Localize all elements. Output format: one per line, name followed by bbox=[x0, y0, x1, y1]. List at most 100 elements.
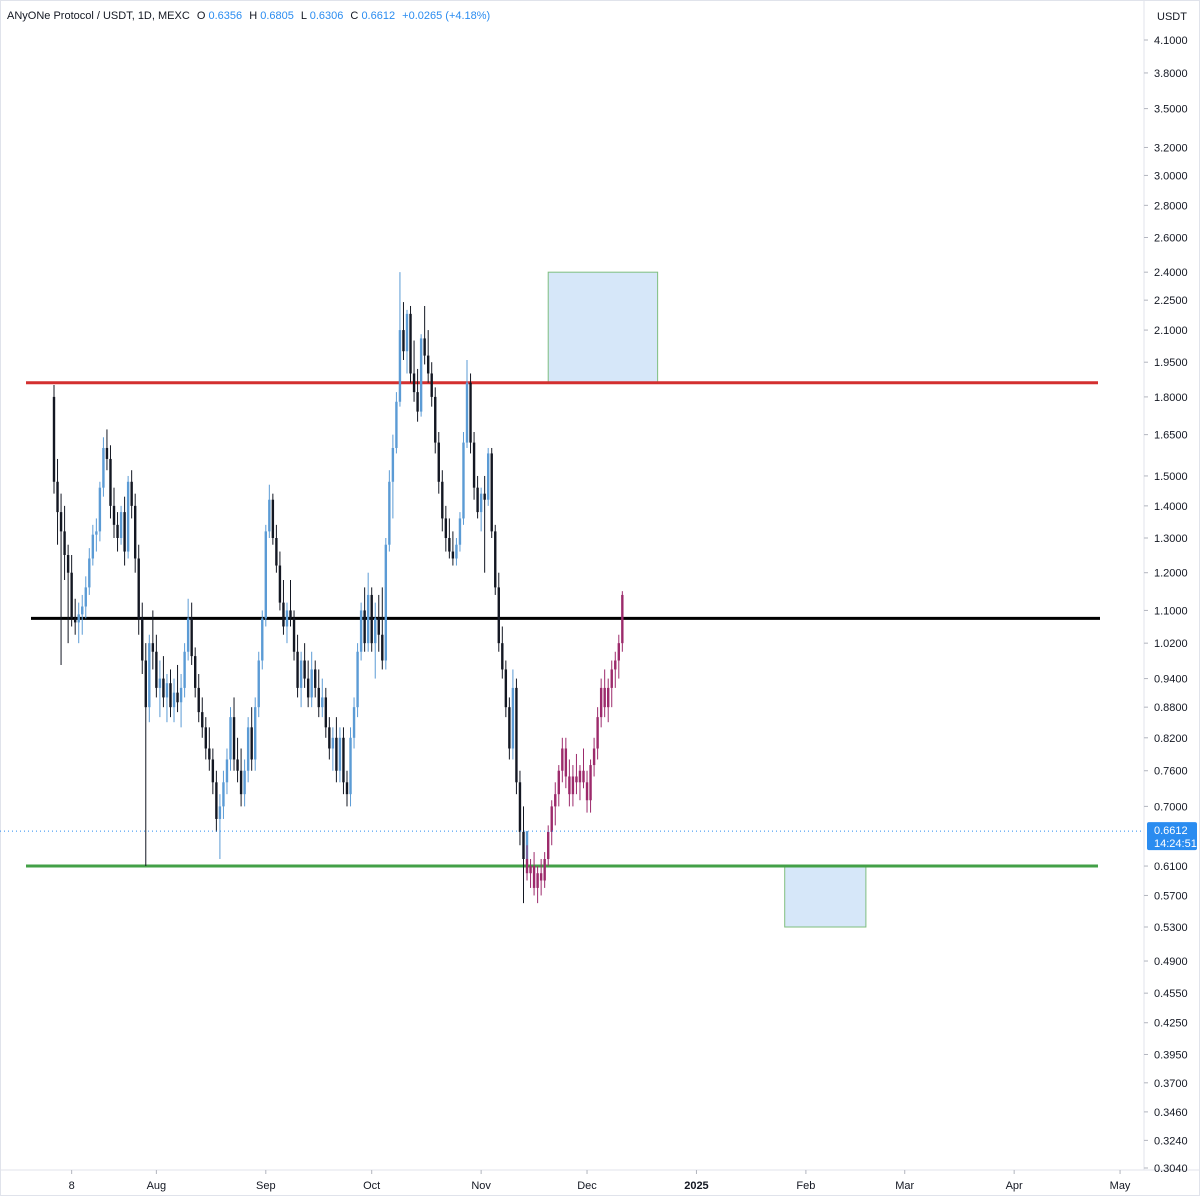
candle bbox=[458, 512, 462, 552]
candle-body bbox=[292, 618, 296, 652]
candle-body bbox=[462, 442, 465, 519]
candle bbox=[275, 524, 278, 573]
price-tick-label: 0.4550 bbox=[1154, 988, 1188, 1000]
candle bbox=[419, 334, 423, 417]
candle-body bbox=[81, 606, 84, 615]
projection-candle bbox=[575, 753, 578, 795]
candle-body bbox=[236, 759, 239, 771]
candle bbox=[416, 368, 419, 422]
candle bbox=[296, 634, 299, 698]
candle bbox=[278, 551, 282, 611]
candle-body bbox=[275, 537, 278, 566]
candle-body bbox=[162, 678, 165, 698]
candle bbox=[246, 717, 250, 783]
bottom-zone[interactable] bbox=[784, 865, 867, 928]
candle-body bbox=[356, 651, 359, 708]
candle-body bbox=[568, 776, 571, 795]
candle-body bbox=[328, 727, 331, 749]
candle-body bbox=[398, 330, 402, 402]
time-tick-label: Dec bbox=[577, 1180, 597, 1192]
candle-body bbox=[289, 610, 292, 619]
projection-candle bbox=[539, 859, 543, 896]
price-tick-label: 1.6500 bbox=[1154, 430, 1188, 442]
candle bbox=[215, 770, 218, 832]
candle bbox=[384, 537, 388, 670]
candle-body bbox=[56, 481, 59, 513]
candle-body bbox=[607, 687, 610, 708]
candle-body bbox=[66, 555, 70, 573]
candle-body bbox=[578, 770, 582, 783]
price-axis[interactable]: USDT 4.1000 3.8000 3.5000 3.2000 3.0000 2.800… bbox=[1144, 11, 1188, 1175]
candle-body bbox=[70, 572, 73, 619]
close-value: 0.6612 bbox=[361, 10, 395, 22]
candle bbox=[112, 487, 116, 538]
candle-body bbox=[529, 866, 532, 874]
candle bbox=[299, 651, 303, 708]
candle bbox=[119, 505, 123, 545]
price-tick-label: 2.1000 bbox=[1154, 325, 1188, 337]
candle-body bbox=[455, 544, 458, 559]
projection-candle bbox=[543, 852, 546, 888]
candle bbox=[264, 524, 267, 627]
time-axis[interactable]: 8 Aug Sep Oct Nov Dec 2025 Feb Mar Apr May bbox=[69, 1170, 1131, 1192]
candle-body bbox=[126, 481, 130, 552]
candle bbox=[236, 737, 239, 783]
top-zone[interactable] bbox=[547, 271, 659, 384]
zones-layer bbox=[547, 271, 867, 928]
time-tick-label: May bbox=[1110, 1180, 1131, 1192]
candle-body bbox=[539, 873, 543, 881]
price-tick-label: 0.3950 bbox=[1154, 1049, 1188, 1061]
candle-body bbox=[296, 651, 299, 688]
candle bbox=[162, 656, 165, 708]
candle-body bbox=[229, 717, 232, 760]
candle-body bbox=[232, 717, 236, 760]
candle bbox=[155, 634, 158, 698]
price-tick-label: 0.4900 bbox=[1154, 956, 1188, 968]
candle-body bbox=[165, 683, 169, 698]
price-tick-label: 1.8000 bbox=[1154, 392, 1188, 404]
candle bbox=[250, 707, 253, 771]
symbol-legend: ANyONe Protocol / USDT, 1D, MEXC O 0.635… bbox=[7, 10, 490, 22]
candle bbox=[271, 493, 275, 545]
candle-body bbox=[186, 618, 190, 652]
candle-body bbox=[599, 687, 603, 718]
candle bbox=[363, 587, 366, 652]
candle-body bbox=[497, 587, 500, 644]
candle-body bbox=[469, 382, 472, 443]
candle bbox=[441, 470, 444, 532]
candle-body bbox=[575, 776, 578, 783]
candle bbox=[444, 505, 448, 552]
candle-body bbox=[426, 355, 430, 374]
candle-body bbox=[218, 806, 222, 819]
projection-candle bbox=[621, 591, 624, 652]
time-tick-label: 2025 bbox=[684, 1180, 708, 1192]
candle bbox=[268, 484, 271, 538]
candle-body bbox=[416, 392, 419, 412]
price-tick-label: 2.2500 bbox=[1154, 295, 1188, 307]
candle-body bbox=[522, 831, 525, 860]
candle bbox=[448, 518, 451, 559]
candle bbox=[151, 610, 155, 670]
price-tick-label: 0.3700 bbox=[1154, 1078, 1188, 1090]
time-tick-label: Feb bbox=[796, 1180, 815, 1192]
candle-body bbox=[621, 594, 624, 644]
candle-body bbox=[59, 512, 63, 532]
candle-body bbox=[525, 831, 529, 860]
candle-body bbox=[483, 493, 486, 500]
projection-candle bbox=[547, 825, 550, 867]
candle bbox=[66, 544, 70, 644]
candle-body bbox=[430, 373, 433, 397]
candle-body bbox=[130, 481, 133, 506]
candle-body bbox=[345, 782, 349, 795]
time-tick-label: Mar bbox=[895, 1180, 914, 1192]
price-tick-label: 4.1000 bbox=[1154, 35, 1188, 47]
candle-body bbox=[596, 717, 599, 749]
candle-body bbox=[137, 558, 140, 619]
candle-body bbox=[141, 618, 144, 661]
currency-label: USDT bbox=[1157, 11, 1187, 23]
candle-body bbox=[63, 531, 66, 556]
candle bbox=[366, 572, 370, 652]
price-tick-label: 0.8800 bbox=[1154, 702, 1188, 714]
projection-candle bbox=[564, 737, 568, 789]
